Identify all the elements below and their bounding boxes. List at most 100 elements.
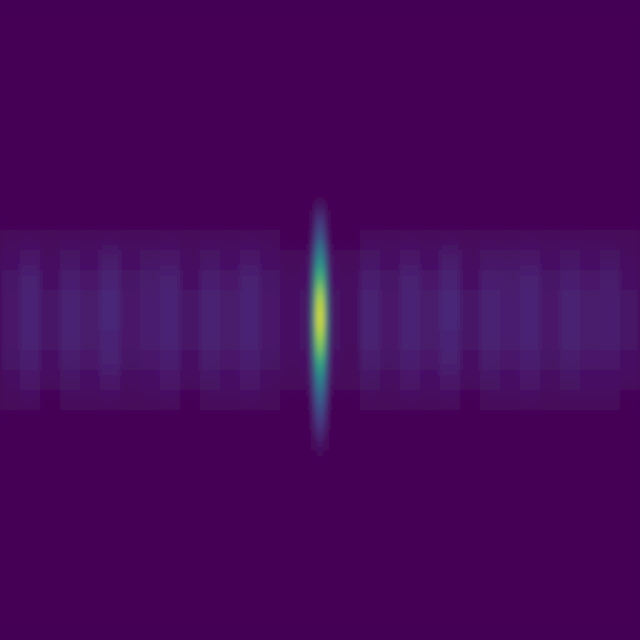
heatmap-cell: [520, 310, 541, 331]
heatmap-cell: [280, 0, 301, 211]
heatmap-cell: [580, 450, 601, 640]
heatmap-cell: [328, 370, 341, 391]
heatmap-cell: [380, 230, 401, 251]
heatmap-cell: [360, 330, 381, 351]
heatmap-cell: [520, 350, 541, 371]
heatmap-cell: [500, 290, 521, 311]
heatmap-cell: [300, 410, 313, 431]
heatmap-cell: [60, 270, 81, 291]
heatmap-cell: [340, 250, 361, 271]
heatmap-cell: [500, 210, 521, 231]
heatmap-cell: [316, 310, 325, 331]
heatmap-cell: [120, 0, 141, 211]
heatmap-cell: [328, 410, 341, 431]
heatmap-cell: [300, 250, 313, 271]
heatmap-cell: [324, 310, 329, 331]
heatmap-cell: [400, 0, 421, 211]
heatmap-cell: [420, 310, 441, 331]
heatmap-cell: [220, 370, 241, 391]
heatmap-cell: [500, 370, 521, 391]
heatmap-cell: [360, 370, 381, 391]
heatmap-cell: [360, 310, 381, 331]
heatmap-cell: [600, 410, 621, 431]
heatmap-cell: [440, 410, 461, 431]
heatmap-cell: [440, 230, 461, 251]
heatmap-cell: [480, 390, 501, 411]
heatmap-cell: [20, 310, 41, 331]
heatmap-cell: [60, 350, 81, 371]
heatmap-cell: [60, 330, 81, 351]
heatmap-cell: [120, 210, 141, 231]
heatmap-cell: [280, 250, 301, 271]
heatmap-cell: [300, 290, 313, 311]
heatmap-cell: [460, 0, 481, 211]
heatmap-cell: [380, 210, 401, 231]
plot-background: [0, 0, 640, 640]
heatmap-cell: [340, 230, 361, 251]
heatmap-cell: [460, 330, 481, 351]
heatmap-cell: [40, 210, 61, 231]
heatmap-cell: [540, 330, 561, 351]
heatmap-cell: [328, 250, 341, 271]
heatmap-cell: [316, 250, 325, 271]
heatmap-cell: [40, 270, 61, 291]
heatmap-cell: [316, 410, 325, 431]
heatmap-cell: [460, 390, 481, 411]
heatmap-cell: [0, 310, 21, 331]
heatmap-cell: [160, 430, 181, 451]
heatmap-cell: [312, 210, 317, 231]
heatmap-cell: [80, 210, 101, 231]
heatmap-cell: [420, 350, 441, 371]
heatmap-cell: [560, 250, 581, 271]
heatmap-cell: [440, 390, 461, 411]
heatmap-cell: [420, 0, 441, 211]
heatmap-cell: [560, 0, 581, 211]
heatmap-cell: [220, 390, 241, 411]
heatmap-cell: [360, 0, 381, 211]
heatmap-cell: [120, 350, 141, 371]
heatmap-cell: [240, 410, 261, 431]
heatmap-cell: [20, 390, 41, 411]
heatmap-cell: [420, 270, 441, 291]
heatmap-cell: [600, 430, 621, 451]
heatmap-cell: [260, 290, 281, 311]
heatmap-cell: [280, 370, 301, 391]
heatmap-cell: [200, 430, 221, 451]
heatmap-cell: [400, 310, 421, 331]
heatmap-cell: [180, 410, 201, 431]
heatmap-cell: [140, 290, 161, 311]
heatmap-cell: [480, 230, 501, 251]
heatmap-cell: [560, 350, 581, 371]
heatmap-cell: [140, 270, 161, 291]
heatmap-cell: [400, 350, 421, 371]
heatmap-cell: [60, 370, 81, 391]
heatmap-cell: [460, 310, 481, 331]
heatmap-cell: [100, 430, 121, 451]
heatmap-cell: [460, 450, 481, 640]
heatmap-cell: [260, 270, 281, 291]
heatmap-cell: [160, 310, 181, 331]
heatmap-cell: [240, 290, 261, 311]
heatmap-cell: [312, 370, 317, 391]
heatmap-cell: [220, 230, 241, 251]
heatmap-cell: [80, 270, 101, 291]
heatmap-cell: [480, 0, 501, 211]
heatmap-cell: [140, 410, 161, 431]
heatmap-cell: [300, 430, 313, 451]
heatmap-cell: [140, 230, 161, 251]
heatmap-cell: [460, 210, 481, 231]
heatmap-cell: [400, 390, 421, 411]
heatmap-cell: [240, 230, 261, 251]
heatmap-cell: [580, 310, 601, 331]
heatmap-cell: [180, 390, 201, 411]
heatmap-cell: [80, 450, 101, 640]
heatmap-cell: [440, 250, 461, 271]
heatmap-cell: [120, 410, 141, 431]
heatmap-cell: [480, 270, 501, 291]
heatmap-cell: [300, 330, 313, 351]
heatmap-cell: [220, 410, 241, 431]
heatmap-cell: [440, 350, 461, 371]
heatmap-cell: [324, 250, 329, 271]
heatmap-cell: [280, 450, 301, 640]
heatmap-cell: [460, 430, 481, 451]
